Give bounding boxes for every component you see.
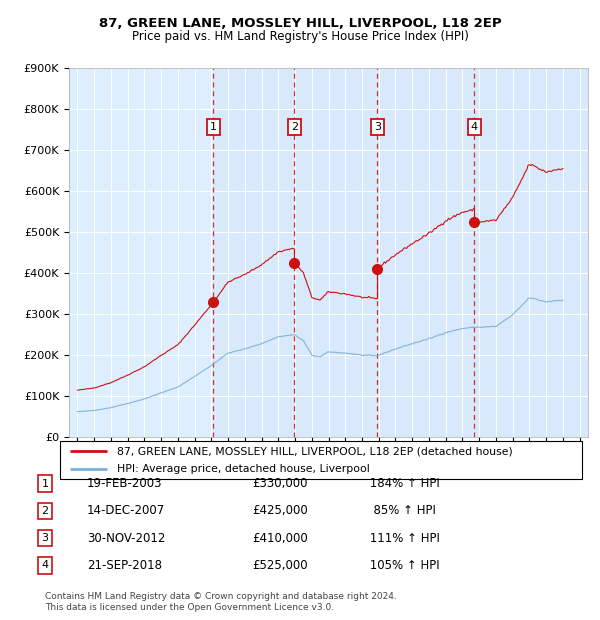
Text: 184% ↑ HPI: 184% ↑ HPI [366, 477, 440, 490]
Text: 85% ↑ HPI: 85% ↑ HPI [366, 505, 436, 517]
Text: 2: 2 [41, 506, 49, 516]
Text: HPI: Average price, detached house, Liverpool: HPI: Average price, detached house, Live… [118, 464, 370, 474]
Text: 3: 3 [41, 533, 49, 543]
Text: 111% ↑ HPI: 111% ↑ HPI [366, 532, 440, 544]
Text: Contains HM Land Registry data © Crown copyright and database right 2024.: Contains HM Land Registry data © Crown c… [45, 592, 397, 601]
Text: 3: 3 [374, 122, 381, 132]
Text: 1: 1 [210, 122, 217, 132]
Text: 4: 4 [471, 122, 478, 132]
Text: 30-NOV-2012: 30-NOV-2012 [87, 532, 166, 544]
Text: 1: 1 [41, 479, 49, 489]
Text: £410,000: £410,000 [252, 532, 308, 544]
Text: 4: 4 [41, 560, 49, 570]
Text: 2: 2 [291, 122, 298, 132]
Text: 105% ↑ HPI: 105% ↑ HPI [366, 559, 440, 572]
Text: This data is licensed under the Open Government Licence v3.0.: This data is licensed under the Open Gov… [45, 603, 334, 612]
Bar [214, 68, 588, 437]
Text: £425,000: £425,000 [252, 505, 308, 517]
Text: Price paid vs. HM Land Registry's House Price Index (HPI): Price paid vs. HM Land Registry's House … [131, 30, 469, 43]
Text: 21-SEP-2018: 21-SEP-2018 [87, 559, 162, 572]
Text: £330,000: £330,000 [252, 477, 308, 490]
Text: 87, GREEN LANE, MOSSLEY HILL, LIVERPOOL, L18 2EP (detached house): 87, GREEN LANE, MOSSLEY HILL, LIVERPOOL,… [118, 446, 513, 456]
Text: £525,000: £525,000 [252, 559, 308, 572]
Text: 19-FEB-2003: 19-FEB-2003 [87, 477, 163, 490]
Text: 14-DEC-2007: 14-DEC-2007 [87, 505, 165, 517]
Text: 87, GREEN LANE, MOSSLEY HILL, LIVERPOOL, L18 2EP: 87, GREEN LANE, MOSSLEY HILL, LIVERPOOL,… [98, 17, 502, 30]
